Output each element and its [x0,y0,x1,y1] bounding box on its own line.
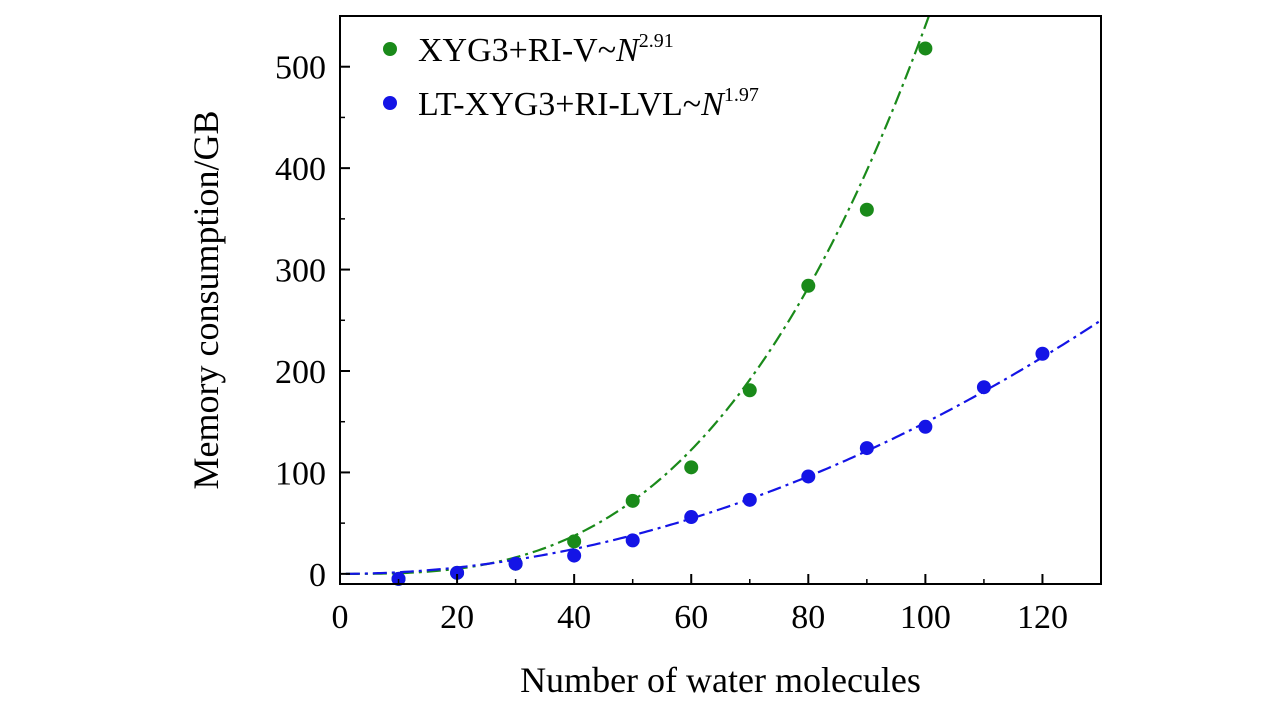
x-tick-label: 60 [674,599,708,636]
legend-label-2: LT-XYG3+RI-LVL~N1.97 [418,84,759,123]
series-2-point [801,469,816,484]
x-tick-label: 20 [440,599,474,636]
series-2-point [508,556,523,571]
x-tick-label: 0 [332,599,349,636]
data-points [391,41,1050,586]
x-axis-title: Number of water molecules [520,660,921,700]
fit-curve-2 [345,319,1101,575]
series-2-point [1035,346,1050,361]
y-axis-title: Memory consumption/GB [186,111,226,490]
series-1-point [859,202,874,217]
series-2-point [567,548,582,563]
series-1-point [742,383,757,398]
x-tick-label: 100 [900,599,951,636]
y-tick-label: 500 [275,50,326,87]
series-1-point [801,278,816,293]
y-tick-label: 200 [275,354,326,391]
series-1-point [625,493,640,508]
series-2-point [859,441,874,456]
legend-marker-2 [383,96,397,110]
legend-label-1: XYG3+RI-V~N2.91 [418,30,674,69]
legend-marker-1 [383,42,397,56]
x-tick-label: 120 [1017,599,1068,636]
y-tick-label: 0 [309,557,326,594]
x-tick-label: 40 [557,599,591,636]
series-1-point [684,460,699,475]
series-2-point [918,419,933,434]
y-tick-label: 400 [275,151,326,188]
series-2-point [450,565,465,580]
x-axis-ticks: 0 20 40 60 80 100 120 [332,574,1068,636]
fit-curves [345,16,1101,575]
series-2-point [976,380,991,395]
series-1-point [567,534,582,549]
legend: XYG3+RI-V~N2.91 LT-XYG3+RI-LVL~N1.97 [383,30,759,123]
y-tick-label: 100 [275,455,326,492]
x-tick-label: 80 [791,599,825,636]
series-2-point [684,510,699,525]
plot-frame [339,15,1102,585]
series-2-point [391,571,406,586]
series-2-point [625,533,640,548]
y-axis-ticks: 0 100 200 300 400 500 [275,50,350,594]
series-2-point [742,492,757,507]
y-tick-label: 300 [275,253,326,290]
series-1-point [918,41,933,56]
